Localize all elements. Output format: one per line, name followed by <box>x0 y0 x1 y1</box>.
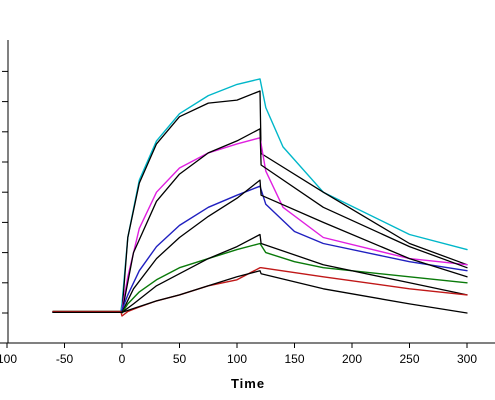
y-axis-ticks <box>2 70 8 314</box>
series-line-6 <box>52 179 468 314</box>
x-axis-label: Time <box>231 376 265 391</box>
chart-axes <box>0 40 495 344</box>
series-line-8 <box>52 233 468 314</box>
x-tick-label: 150 <box>284 352 304 366</box>
series-line-4 <box>52 128 468 314</box>
x-tick-label: 250 <box>399 352 419 366</box>
series-line-9 <box>52 267 468 317</box>
x-tick-label: 100 <box>227 352 247 366</box>
series-line-5 <box>52 185 468 313</box>
x-tick-label: 300 <box>457 352 477 366</box>
x-tick-label: -50 <box>56 352 74 366</box>
x-tick-label: 100 <box>0 352 17 366</box>
x-tick-label: 50 <box>173 352 187 366</box>
series-line-2 <box>52 90 468 313</box>
x-tick-label: 200 <box>342 352 362 366</box>
x-tick-label: 0 <box>119 352 126 366</box>
x-axis-ticks: 100 -50 0 50 100 150 200 250 300 <box>0 343 477 366</box>
chart-series <box>52 78 468 317</box>
series-line-10 <box>52 270 468 314</box>
series-line-3 <box>52 137 468 313</box>
